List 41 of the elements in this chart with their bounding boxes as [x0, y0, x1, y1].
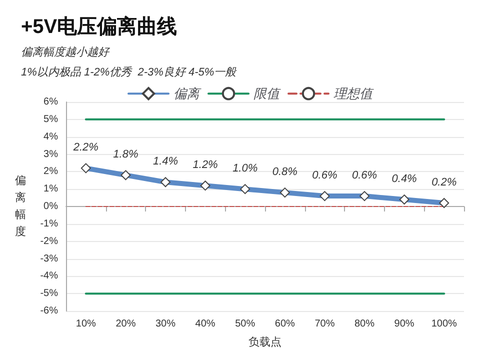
- y-tick-label: -3%: [40, 253, 58, 264]
- data-label: 1.8%: [113, 148, 138, 161]
- y-axis-title: 偏离幅度: [15, 175, 26, 238]
- y-tick-label: -1%: [40, 218, 58, 230]
- y-tick-label: 2%: [44, 166, 58, 178]
- y-tick-label: 5%: [44, 114, 58, 125]
- y-tick-label: 3%: [44, 148, 58, 160]
- chart-title: +5V电压偏离曲线: [21, 15, 178, 38]
- x-tick-label: 80%: [354, 318, 375, 330]
- y-tick-label: -5%: [40, 288, 58, 300]
- data-label: 0.2%: [432, 176, 457, 189]
- y-tick-label: 6%: [44, 96, 58, 108]
- chart-subtitle: 偏离幅度越小越好: [21, 46, 110, 58]
- y-tick-label: -4%: [40, 270, 58, 282]
- legend-label: 理想值: [334, 86, 374, 102]
- x-axis-title: 负载点: [248, 336, 282, 348]
- legend-label: 偏离: [174, 86, 202, 102]
- data-label: 1.2%: [192, 159, 218, 172]
- data-label: 0.6%: [352, 170, 378, 182]
- x-tick-label: 10%: [76, 318, 96, 330]
- x-tick-label: 70%: [314, 318, 335, 330]
- data-label: 2.2%: [72, 142, 99, 154]
- y-tick-label: -6%: [40, 306, 58, 316]
- data-label: 0.8%: [272, 166, 298, 178]
- data-label: 0.6%: [312, 170, 338, 182]
- y-tick-label: -2%: [40, 236, 58, 247]
- data-label: 0.4%: [392, 173, 418, 186]
- y-tick-label: 1%: [44, 184, 58, 195]
- data-label: 1.4%: [152, 156, 178, 168]
- x-tick-label: 100%: [431, 318, 457, 330]
- x-tick-label: 50%: [235, 318, 256, 330]
- x-tick-label: 30%: [155, 318, 176, 330]
- x-tick-label: 40%: [195, 318, 216, 330]
- legend-label: 限值: [254, 86, 282, 102]
- x-tick-label: 90%: [394, 318, 414, 330]
- text: 1%以内极品 1-2%优秀 2-3%良好 4-5%一般: [21, 66, 238, 78]
- x-tick-label: 60%: [274, 318, 296, 330]
- y-tick-label: 0%: [44, 201, 58, 212]
- data-label: 1.0%: [232, 162, 258, 175]
- x-tick-label: 20%: [116, 318, 136, 330]
- y-tick-label: 4%: [44, 131, 58, 142]
